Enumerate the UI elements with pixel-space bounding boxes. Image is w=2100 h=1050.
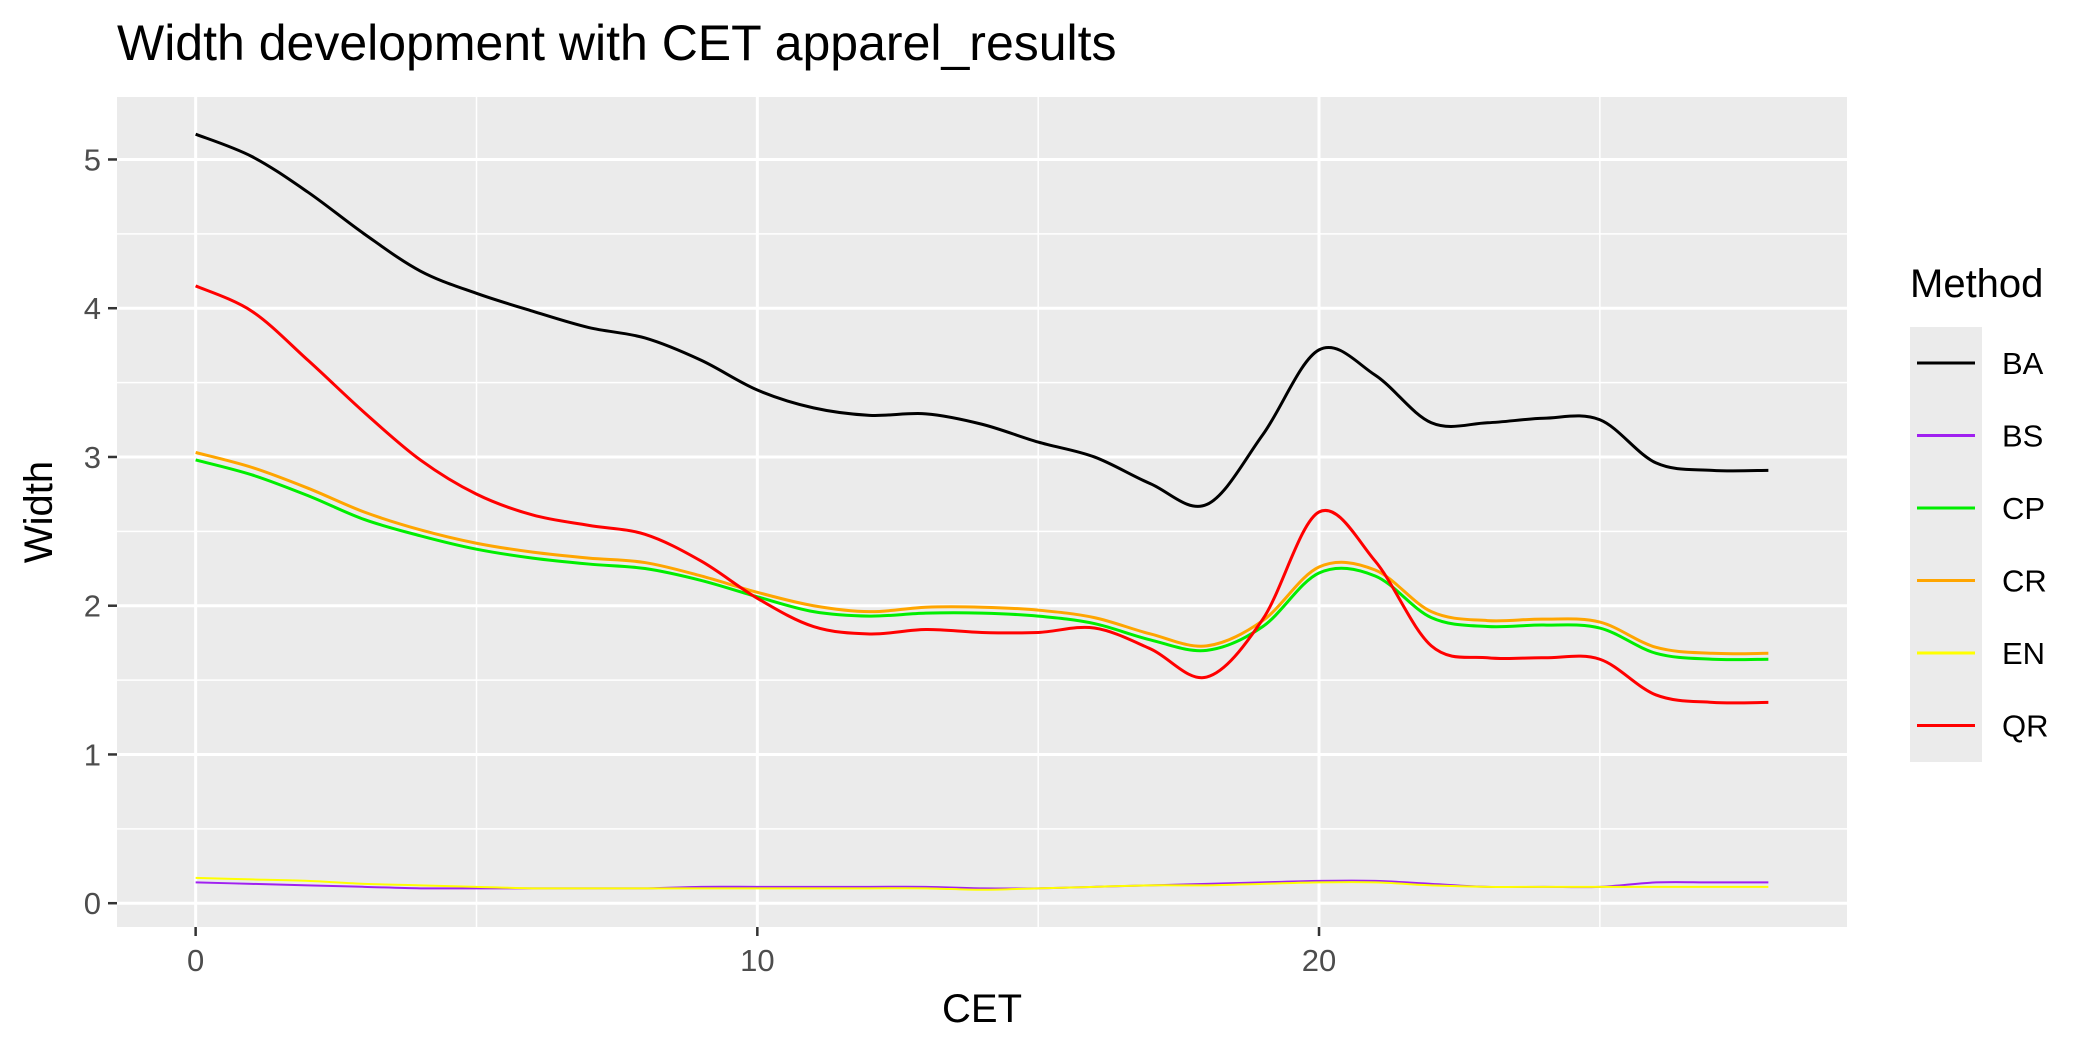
series-line-ba: [195, 132, 1769, 508]
x-tick-label: 10: [740, 943, 774, 978]
y-tick-label: 4: [84, 291, 101, 326]
series-line-cr: [195, 451, 1769, 656]
chart-title: Width development with CET apparel_resul…: [117, 15, 1117, 71]
legend-label-ba: BA: [2002, 346, 2044, 381]
x-tick-label: 20: [1302, 943, 1336, 978]
series-line-qr: [195, 284, 1769, 705]
legend-label-qr: QR: [2002, 709, 2049, 744]
y-tick-label: 5: [84, 142, 101, 177]
legend-title: Method: [1910, 262, 2043, 306]
legend-label-cp: CP: [2002, 491, 2045, 526]
series-line-cp: [195, 458, 1769, 662]
legend-label-en: EN: [2002, 636, 2045, 671]
plot-panel: [117, 97, 1847, 927]
y-tick-label: 3: [84, 440, 101, 475]
series-lines: [195, 132, 1769, 891]
x-tick-label: 0: [187, 943, 204, 978]
x-axis-title: CET: [942, 987, 1022, 1031]
x-axis: 0 10 20: [187, 927, 1336, 978]
y-axis-title: Width: [17, 461, 61, 563]
legend-label-bs: BS: [2002, 419, 2043, 454]
y-axis: 0 1 2 3 4 5: [84, 142, 117, 921]
series-line-en: [195, 876, 1769, 891]
y-tick-label: 0: [84, 886, 101, 921]
legend: Method BA BS CP CR EN QR: [1910, 262, 2049, 762]
y-tick-label: 2: [84, 589, 101, 624]
y-tick-label: 1: [84, 737, 101, 772]
legend-label-cr: CR: [2002, 564, 2047, 599]
legend-key-background: [1910, 327, 1982, 762]
